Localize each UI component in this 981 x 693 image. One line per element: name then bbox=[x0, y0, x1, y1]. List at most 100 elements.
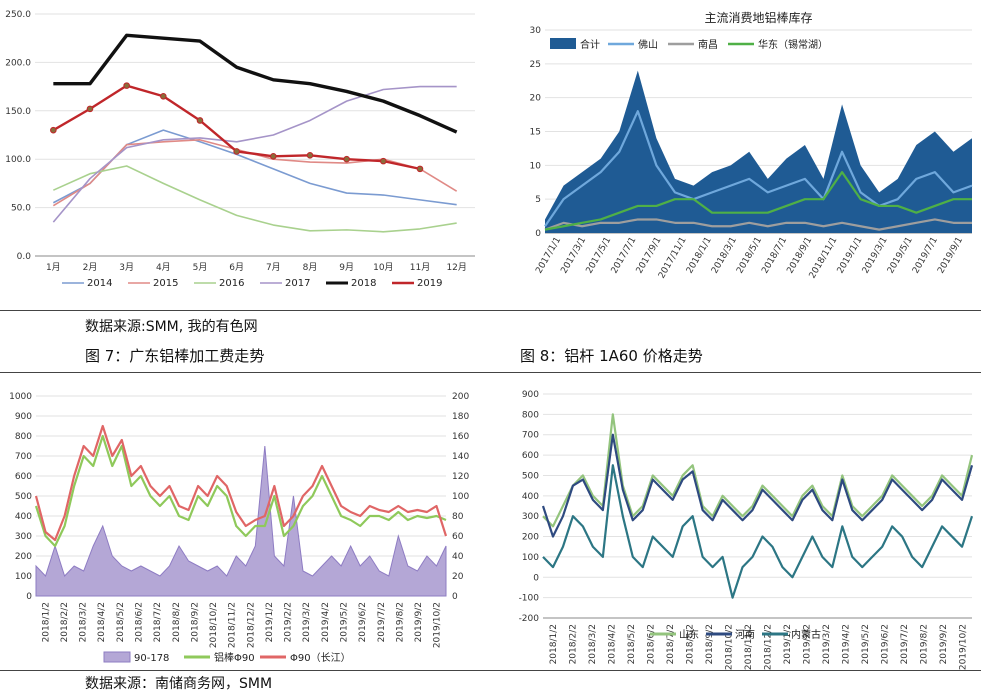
xtick-label: 1月 bbox=[46, 262, 61, 273]
ytick-label: 800 bbox=[522, 410, 539, 420]
xtick-label: 2018/12/2 bbox=[763, 624, 773, 670]
xtick-label: 2月 bbox=[83, 262, 98, 273]
ytick-label: 600 bbox=[15, 472, 32, 482]
xtick-label: 2019/1/2 bbox=[265, 602, 275, 642]
xtick-label: 9月 bbox=[339, 262, 354, 273]
divider-bottom bbox=[0, 670, 981, 671]
ytick-label: 700 bbox=[522, 431, 539, 441]
y2tick-label: 40 bbox=[452, 552, 464, 562]
ytick-label: 20 bbox=[530, 94, 542, 104]
ytick-label: 400 bbox=[15, 512, 32, 522]
y2tick-label: 120 bbox=[452, 472, 469, 482]
ytick-label: 250.0 bbox=[5, 10, 31, 20]
legend-label-90-178: 90-178 bbox=[134, 653, 169, 664]
series-line-2015 bbox=[52, 139, 458, 207]
legend-label-2017: 2017 bbox=[285, 278, 310, 289]
series-line-山东 bbox=[542, 413, 974, 528]
series-line-2018 bbox=[53, 33, 458, 134]
xtick-label: 2018/1/1 bbox=[685, 236, 714, 276]
xtick-label: 2018/5/1 bbox=[735, 236, 764, 276]
xtick-label: 2018/9/2 bbox=[190, 602, 200, 642]
ytick-label: 0 bbox=[533, 573, 539, 583]
xtick-label: 2019/5/2 bbox=[861, 624, 871, 664]
series-point-2019 bbox=[123, 82, 130, 89]
y2tick-label: 0 bbox=[452, 592, 458, 602]
xtick-label: 2018/9/2 bbox=[705, 624, 715, 664]
series-line-2019 bbox=[52, 84, 421, 171]
legend-label-山东: 山东 bbox=[679, 628, 699, 641]
xtick-label: 2019/1/2 bbox=[783, 624, 793, 664]
xtick-label: 6月 bbox=[229, 262, 244, 273]
xtick-label: 2018/5/2 bbox=[116, 602, 126, 642]
xtick-label: 8月 bbox=[303, 262, 318, 273]
series-line-南昌 bbox=[544, 218, 972, 231]
xtick-label: 2019/1/1 bbox=[836, 236, 865, 276]
series-point-2019 bbox=[343, 155, 350, 163]
xtick-label: 2017/1/1 bbox=[534, 236, 563, 276]
y2tick-label: 160 bbox=[452, 432, 469, 442]
xtick-label: 5月 bbox=[193, 262, 208, 273]
ytick-label: 150.0 bbox=[5, 107, 31, 117]
source-note-bottom: 数据来源：南储商务网，SMM bbox=[85, 676, 273, 692]
legend-label-内蒙古: 内蒙古 bbox=[791, 628, 821, 641]
xtick-label: 2018/10/2 bbox=[724, 624, 734, 670]
xtick-label: 12月 bbox=[446, 262, 466, 273]
xtick-label: 2018/7/2 bbox=[153, 602, 163, 642]
series-point-2019 bbox=[233, 148, 240, 155]
ytick-label: 50.0 bbox=[11, 204, 31, 214]
xtick-label: 2018/2/2 bbox=[60, 602, 70, 642]
xtick-label: 2019/7/1 bbox=[911, 236, 940, 276]
ytick-label: 1000 bbox=[9, 392, 32, 402]
legend-label-南昌: 南昌 bbox=[698, 38, 718, 51]
series-point-2019 bbox=[416, 165, 424, 173]
ytick-label: 700 bbox=[15, 452, 32, 462]
xtick-label: 2019/7/2 bbox=[900, 624, 910, 664]
xtick-label: 2019/9/2 bbox=[939, 624, 949, 664]
ytick-label: 0.0 bbox=[17, 252, 32, 262]
ytick-label: 0 bbox=[535, 229, 541, 239]
xtick-label: 2019/10/2 bbox=[433, 602, 443, 648]
xtick-label: 2018/7/1 bbox=[760, 236, 789, 276]
legend-label-河南: 河南 bbox=[735, 628, 755, 641]
xtick-label: 2018/6/2 bbox=[646, 624, 656, 664]
xtick-label: 2018/3/2 bbox=[79, 602, 89, 642]
divider-middle bbox=[0, 372, 981, 373]
legend-label-合计: 合计 bbox=[580, 38, 600, 51]
legend-label-2016: 2016 bbox=[219, 278, 244, 289]
xtick-label: 4月 bbox=[156, 262, 171, 273]
xtick-label: 2017/7/1 bbox=[610, 236, 639, 276]
xtick-label: 2018/2/2 bbox=[568, 624, 578, 664]
ytick-label: 0 bbox=[26, 592, 32, 602]
xtick-label: 2019/5/1 bbox=[886, 236, 915, 276]
ytick-label: 100 bbox=[522, 553, 539, 563]
xtick-label: 2017/5/1 bbox=[585, 236, 614, 276]
series-line-2017 bbox=[52, 85, 457, 223]
ytick-label: 10 bbox=[530, 161, 542, 171]
caption-fig8: 图 8：铝杆 1A60 价格走势 bbox=[520, 347, 703, 365]
series-line-Φ90（长江） bbox=[34, 424, 448, 542]
series-point-2019 bbox=[196, 117, 204, 124]
caption-fig7: 图 7：广东铝棒加工费走势 bbox=[85, 347, 265, 365]
xtick-label: 2019/6/2 bbox=[880, 624, 890, 664]
series-line-佛山 bbox=[544, 110, 973, 227]
ytick-label: 300 bbox=[522, 512, 539, 522]
ytick-label: 100.0 bbox=[5, 155, 31, 165]
xtick-label: 2019/5/2 bbox=[340, 602, 350, 642]
xtick-label: 2018/7/2 bbox=[666, 624, 676, 664]
xtick-label: 7月 bbox=[266, 262, 281, 273]
series-line-铝棒Φ90 bbox=[34, 434, 447, 548]
xtick-label: 2018/12/2 bbox=[246, 602, 256, 648]
ytick-label: 500 bbox=[15, 492, 32, 502]
series-line-2016 bbox=[53, 165, 457, 233]
ytick-label: 30 bbox=[530, 26, 542, 36]
legend-swatch-90-178 bbox=[103, 651, 131, 663]
xtick-label: 2019/4/2 bbox=[321, 602, 331, 642]
xtick-label: 2019/9/2 bbox=[414, 602, 424, 642]
y2tick-label: 200 bbox=[452, 392, 469, 402]
y2tick-label: 180 bbox=[452, 412, 469, 422]
xtick-label: 2018/1/2 bbox=[549, 624, 559, 664]
chart-c2-title: 主流消费地铝棒库存 bbox=[704, 10, 812, 25]
xtick-label: 2019/7/2 bbox=[377, 602, 387, 642]
series-point-2019 bbox=[306, 152, 314, 159]
xtick-label: 11月 bbox=[410, 262, 430, 273]
